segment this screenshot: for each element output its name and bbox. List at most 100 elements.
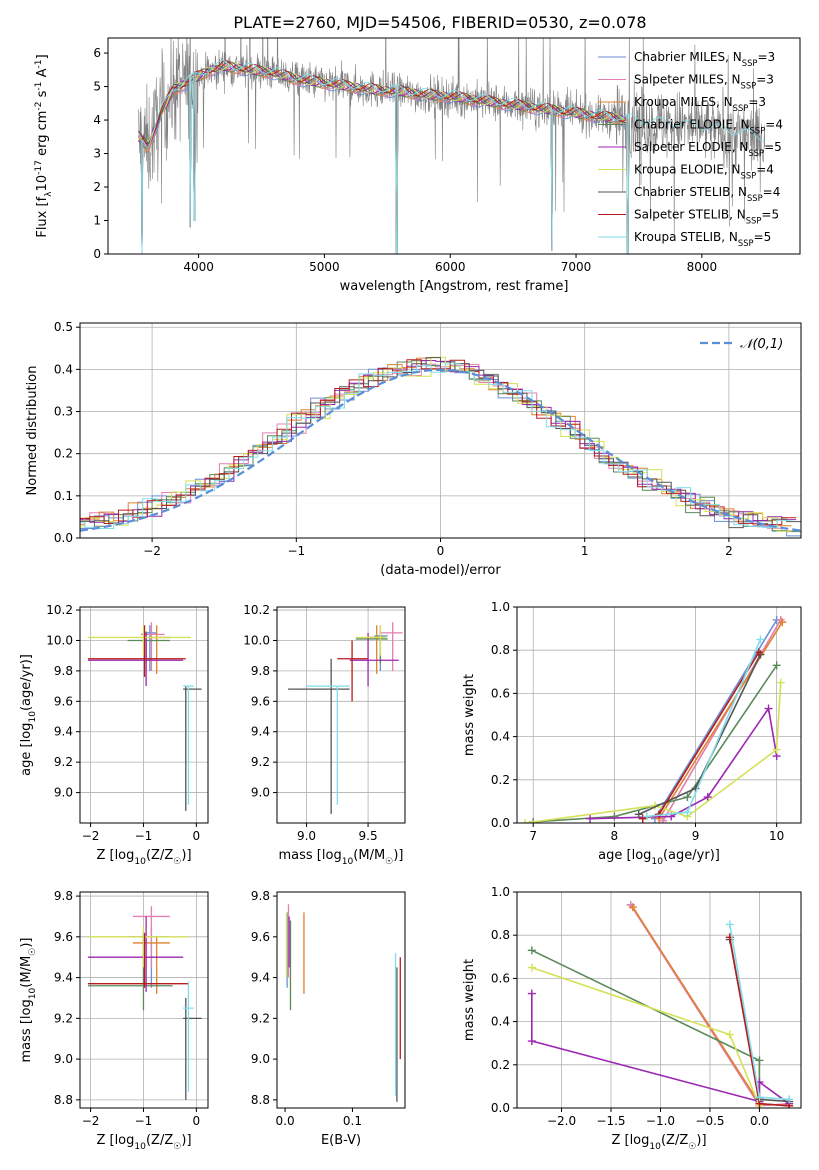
y-axis-label: mass weight (462, 674, 477, 756)
weight-marker-3 (755, 1056, 764, 1065)
y-tick-label: 9.8 (54, 664, 73, 678)
chart-residuals: 𝒩(0,1) −2 −1 0 1 2 0.0 0.1 0.2 0.3 0.4 0.5 (data-mod… (25, 320, 802, 578)
y-axis-label: mass weight (462, 959, 477, 1041)
y-tick-label: 0.4 (491, 1015, 510, 1029)
legend-label-1: Salpeter MILES, NSSP=3 (634, 73, 774, 91)
x-tick-label: −1.5 (596, 1114, 625, 1128)
histogram-6 (80, 357, 801, 529)
weight-marker-5 (527, 963, 536, 972)
x-axis-label: age [log10(age/yr)] (598, 848, 720, 867)
x-tick-label: 9.5 (359, 829, 378, 843)
y-tick-label: 3 (93, 147, 101, 161)
axes-frame (516, 606, 802, 824)
weight-marker-4 (527, 989, 536, 998)
x-tick-label: 8000 (687, 260, 718, 274)
legend-label-gaussian: 𝒩(0,1) (740, 337, 783, 352)
y-tick-label: 10.0 (46, 633, 73, 647)
y-tick-label: 9.8 (251, 664, 270, 678)
chart-age-vs-metallicity: −2 −1 0 9.0 9.2 9.4 9.6 9.8 10.0 10.2 Z [log10(Z/Z… (19, 603, 209, 867)
y-tick-label: 9.0 (54, 786, 73, 800)
x-tick-label: 8 (611, 829, 619, 843)
y-tick-label: 1.0 (491, 600, 510, 614)
histogram-8 (80, 363, 792, 529)
weight-marker-8 (755, 1093, 764, 1102)
chart-age-vs-mass: 9.0 9.5 9.0 9.2 9.4 9.6 9.8 10.0 10.2 mass [log10… (243, 603, 406, 867)
x-tick-label: −2 (143, 544, 161, 558)
weight-line-5 (524, 682, 782, 823)
model-spectrum-1 (137, 64, 630, 254)
y-tick-label: 9.2 (54, 755, 73, 769)
legend-label-5: Kroupa ELODIE, NSSP=4 (634, 163, 774, 181)
y-tick-label: 9.6 (251, 930, 270, 944)
legend-label-0: Chabrier MILES, NSSP=3 (634, 50, 775, 68)
x-tick-label: −2 (82, 1114, 100, 1128)
y-tick-label: 9.8 (54, 889, 73, 903)
plot-area (517, 607, 801, 823)
legend: Chabrier MILES, NSSP=3 Salpeter MILES, NS… (598, 50, 783, 248)
chart-weight-vs-metallicity: −2.0 −1.5 −1.0 −0.5 0.0 0.0 0.2 0.4 0.6 0.8 1.0 Z [… (462, 885, 802, 1152)
axes-frame (79, 891, 209, 1109)
model-spectrum-3 (137, 64, 630, 254)
y-tick-label: 9.4 (54, 725, 73, 739)
weight-marker-5 (776, 678, 785, 687)
weight-line-3 (531, 949, 761, 1102)
y-tick-label: 0.2 (491, 773, 510, 787)
y-tick-label: 0.8 (491, 928, 510, 942)
chart-weight-vs-age: 7 8 9 10 0.0 0.2 0.4 0.6 0.8 1.0 age [log10(age/yr… (462, 600, 802, 867)
y-tick-label: 5 (93, 80, 101, 94)
y-tick-label: 9.4 (251, 725, 270, 739)
legend-label-8: Kroupa STELIB, NSSP=5 (634, 230, 771, 248)
weight-marker-3 (610, 812, 619, 821)
x-tick-label: 5000 (309, 260, 340, 274)
y-tick-label: 0.0 (54, 531, 73, 545)
y-tick-label: 10.0 (243, 633, 270, 647)
weight-marker-8 (683, 808, 692, 817)
x-tick-label: 1 (581, 544, 589, 558)
y-tick-label: 9.6 (251, 694, 270, 708)
weight-line-4 (589, 706, 778, 820)
y-tick-label: 0.0 (491, 816, 510, 830)
y-tick-label: 0.2 (491, 1058, 510, 1072)
weight-marker-7 (638, 814, 647, 823)
chart-mass-vs-extinction: 0.0 0.1 8.8 9.0 9.2 9.4 9.6 9.8 E(B-V) (251, 889, 406, 1148)
x-tick-label: 0.1 (343, 1114, 362, 1128)
y-tick-label: 0.1 (54, 489, 73, 503)
x-tick-label: 0 (193, 1114, 201, 1128)
weight-marker-3 (527, 946, 536, 955)
weight-marker-5 (521, 819, 530, 823)
chart-mass-vs-metallicity: −2 −1 0 8.8 9.0 9.2 9.4 9.6 9.8 Z [log10(Z/Z☉)] ma… (19, 889, 209, 1152)
weight-marker-2 (778, 618, 787, 627)
axes-frame (276, 606, 406, 824)
plot-area (285, 904, 401, 1102)
y-axis-label: Normed distribution (25, 366, 40, 496)
y-tick-label: 0.0 (491, 1101, 510, 1115)
weight-marker-2 (628, 903, 637, 912)
x-tick-label: −1.0 (646, 1114, 675, 1128)
y-tick-label: 0.4 (491, 730, 510, 744)
plot-area (277, 607, 405, 823)
weight-marker-6 (634, 810, 643, 819)
weight-line-5 (531, 966, 761, 1107)
y-axis-label: age [log10(age/yr)] (19, 654, 38, 776)
y-tick-label: 4 (93, 113, 101, 127)
y-tick-label: 10.2 (243, 603, 270, 617)
legend-label-7: Salpeter STELIB, NSSP=5 (634, 208, 779, 226)
x-axis-label: Z [log10(Z/Z☉)] (96, 1133, 191, 1152)
plot-area (517, 892, 801, 1108)
axes-frame (516, 891, 802, 1109)
y-tick-label: 8.8 (251, 1093, 270, 1107)
y-tick-label: 10.2 (46, 603, 73, 617)
x-tick-label: 0.0 (276, 1114, 295, 1128)
plot-area (80, 607, 208, 823)
y-tick-label: 9.6 (54, 930, 73, 944)
histogram-7 (80, 359, 797, 526)
y-tick-label: 0.6 (491, 971, 510, 985)
x-tick-label: −1 (135, 1114, 153, 1128)
chart-spectrum: Chabrier MILES, NSSP=3 Salpeter MILES, NS… (34, 37, 801, 294)
y-tick-label: 9.4 (251, 971, 270, 985)
x-tick-label: 10 (769, 829, 784, 843)
weight-marker-4 (586, 814, 595, 823)
legend: 𝒩(0,1) (700, 337, 783, 352)
axes-frame (107, 37, 801, 255)
